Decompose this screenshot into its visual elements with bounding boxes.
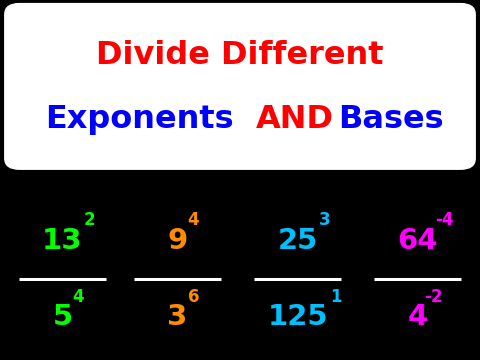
Text: 6: 6 bbox=[188, 288, 199, 306]
Text: 3: 3 bbox=[168, 303, 188, 331]
Text: 3: 3 bbox=[319, 211, 330, 229]
Text: 4: 4 bbox=[188, 211, 199, 229]
Text: 125: 125 bbox=[267, 303, 328, 331]
Text: 64: 64 bbox=[397, 227, 438, 255]
Text: -2: -2 bbox=[424, 288, 443, 306]
FancyBboxPatch shape bbox=[5, 4, 475, 169]
Text: Divide Different: Divide Different bbox=[96, 40, 384, 71]
Text: AND: AND bbox=[256, 104, 334, 135]
Text: 4: 4 bbox=[72, 288, 84, 306]
Text: 4: 4 bbox=[408, 303, 428, 331]
Text: 2: 2 bbox=[84, 211, 95, 229]
Text: -4: -4 bbox=[435, 211, 454, 229]
Text: 13: 13 bbox=[42, 227, 83, 255]
Text: Exponents: Exponents bbox=[45, 104, 233, 135]
Text: 5: 5 bbox=[52, 303, 72, 331]
Text: 1: 1 bbox=[330, 288, 341, 306]
Text: 9: 9 bbox=[168, 227, 188, 255]
Text: Bases: Bases bbox=[338, 104, 444, 135]
Text: 25: 25 bbox=[277, 227, 318, 255]
